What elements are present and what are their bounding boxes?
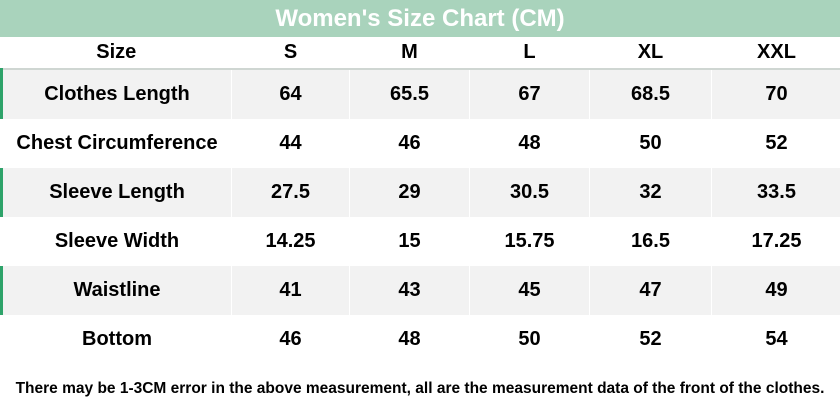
table-cell: 67 bbox=[469, 69, 590, 119]
header-size: Size bbox=[1, 37, 232, 70]
table-cell: 52 bbox=[711, 119, 840, 168]
table-cell: 43 bbox=[349, 266, 470, 315]
table-row: Bottom 46 48 50 52 54 bbox=[0, 315, 840, 364]
table-cell: 32 bbox=[589, 168, 712, 217]
table-cell: 16.5 bbox=[589, 217, 712, 266]
table-cell: 46 bbox=[231, 315, 350, 364]
size-table: Size S M L XL XXL Clothes Length 64 65.5… bbox=[0, 37, 840, 364]
table-row: Clothes Length 64 65.5 67 68.5 70 bbox=[0, 69, 840, 119]
table-cell: 41 bbox=[231, 266, 350, 315]
row-label: Sleeve Width bbox=[0, 217, 232, 266]
table-row: Chest Circumference 44 46 48 50 52 bbox=[0, 119, 840, 168]
table-cell: 45 bbox=[469, 266, 590, 315]
table-cell: 50 bbox=[469, 315, 590, 364]
table-cell: 70 bbox=[711, 69, 840, 119]
measurement-footnote: There may be 1-3CM error in the above me… bbox=[15, 379, 825, 397]
row-label: Waistline bbox=[0, 266, 232, 315]
table-cell: 68.5 bbox=[589, 69, 712, 119]
header-s: S bbox=[231, 37, 350, 70]
row-label: Chest Circumference bbox=[0, 119, 232, 168]
table-cell: 50 bbox=[589, 119, 712, 168]
table-cell: 65.5 bbox=[349, 69, 470, 119]
table-cell: 27.5 bbox=[231, 168, 350, 217]
table-row: Sleeve Length 27.5 29 30.5 32 33.5 bbox=[0, 168, 840, 217]
table-row: Sleeve Width 14.25 15 15.75 16.5 17.25 bbox=[0, 217, 840, 266]
header-xl: XL bbox=[589, 37, 712, 70]
table-cell: 30.5 bbox=[469, 168, 590, 217]
header-l: L bbox=[469, 37, 590, 70]
table-row: Waistline 41 43 45 47 49 bbox=[0, 266, 840, 315]
header-row: Size S M L XL XXL bbox=[1, 37, 840, 70]
table-cell: 17.25 bbox=[711, 217, 840, 266]
header-xxl: XXL bbox=[711, 37, 840, 70]
table-cell: 33.5 bbox=[711, 168, 840, 217]
row-label: Bottom bbox=[0, 315, 232, 364]
chart-title: Women's Size Chart (CM) bbox=[0, 0, 840, 37]
table-cell: 46 bbox=[349, 119, 470, 168]
table-cell: 54 bbox=[711, 315, 840, 364]
table-cell: 44 bbox=[231, 119, 350, 168]
table-cell: 29 bbox=[349, 168, 470, 217]
row-label: Clothes Length bbox=[0, 69, 232, 119]
table-cell: 15 bbox=[349, 217, 470, 266]
table-cell: 64 bbox=[231, 69, 350, 119]
header-m: M bbox=[349, 37, 470, 70]
row-label: Sleeve Length bbox=[0, 168, 232, 217]
table-cell: 47 bbox=[589, 266, 712, 315]
table-cell: 48 bbox=[349, 315, 470, 364]
table-cell: 14.25 bbox=[231, 217, 350, 266]
table-cell: 49 bbox=[711, 266, 840, 315]
table-cell: 15.75 bbox=[469, 217, 590, 266]
table-cell: 52 bbox=[589, 315, 712, 364]
table-cell: 48 bbox=[469, 119, 590, 168]
